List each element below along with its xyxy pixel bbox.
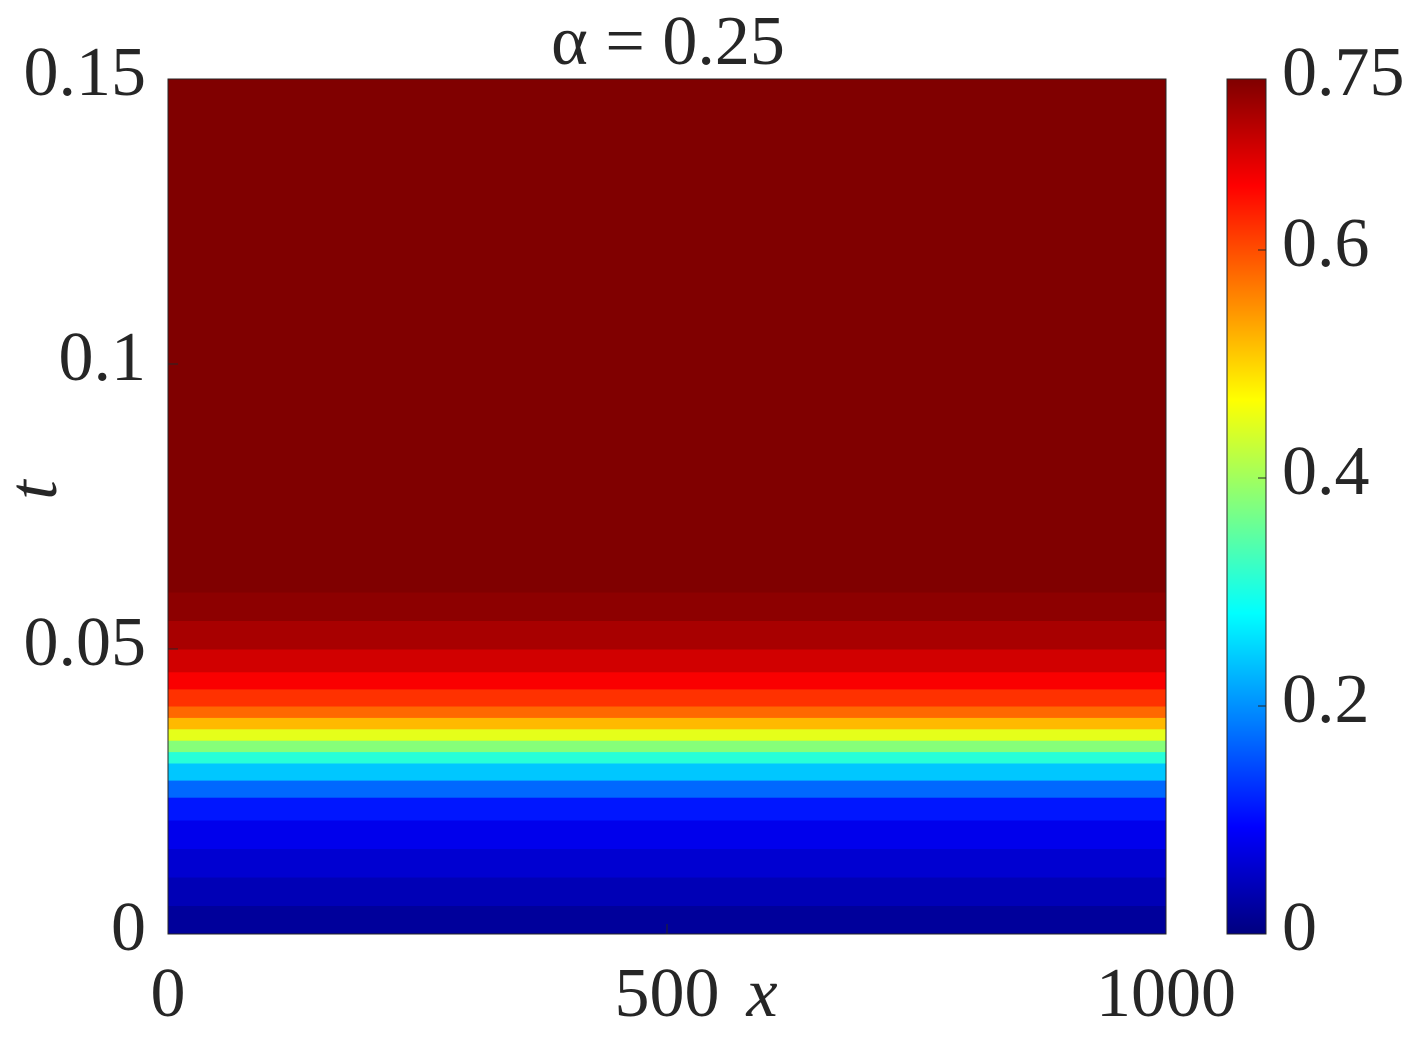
x-axis-label: x [745,955,777,1032]
heatmap-band [168,877,1166,906]
heatmap-band [168,620,1166,650]
colorbar-tick-label: 0.6 [1282,205,1370,282]
heatmap-band [168,728,1166,741]
heatmap-band [168,717,1166,730]
heatmap-band [168,848,1166,878]
y-tick-label: 0.1 [59,319,147,396]
heatmap-band [168,820,1166,849]
heatmap-band [168,79,1166,593]
plot-area [168,79,1166,935]
heatmap-band [168,797,1166,821]
x-tick-label: 0 [151,955,186,1032]
x-tick-label: 1000 [1096,955,1236,1032]
colorbar-tick-label: 0.2 [1282,661,1370,738]
heatmap-band [168,688,1166,707]
heatmap-band [168,763,1166,781]
colorbar-tick-label: 0.4 [1282,433,1370,510]
y-tick-label: 0.05 [24,604,147,681]
heatmap-band [168,592,1166,621]
y-tick-label: 0 [111,889,146,966]
heatmap-band [168,649,1166,673]
heatmap-band [168,706,1166,718]
x-tick-label: 500 [615,955,720,1032]
chart-title: α = 0.25 [551,3,785,80]
heatmap-band [168,780,1166,798]
heatmap-band [168,751,1166,764]
y-tick-label: 0.15 [24,34,147,111]
colorbar-tick-label: 0 [1282,889,1317,966]
colorbar-tick-label: 0.75 [1282,34,1405,111]
y-axis-label: t [0,479,72,500]
colorbar [1226,78,1267,935]
heatmap-band [168,671,1166,690]
heatmap-band [168,740,1166,753]
